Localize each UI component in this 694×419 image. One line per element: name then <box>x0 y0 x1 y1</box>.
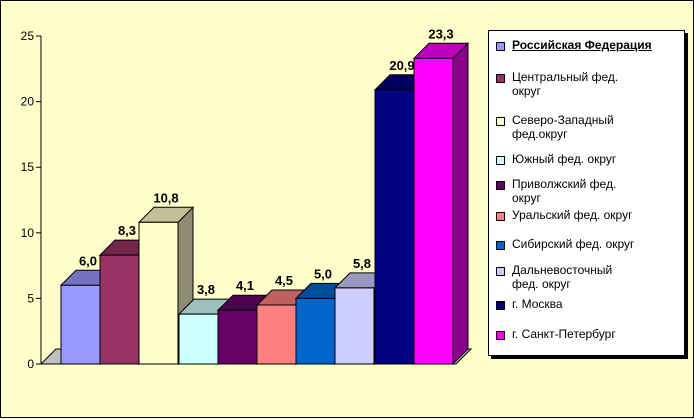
legend-label: Приволжский фед. округ <box>512 177 617 205</box>
legend-swatch <box>496 42 505 51</box>
legend-label: Дальневосточный фед. округ <box>512 263 613 291</box>
legend-label: Уральский фед. округ <box>512 208 633 222</box>
legend-swatch <box>496 74 505 83</box>
legend-label: Сибирский фед. округ <box>512 237 635 251</box>
bar <box>256 304 297 365</box>
legend-label: г. Москва <box>512 297 563 311</box>
data-label: 4,5 <box>275 273 293 288</box>
y-tick-label: 25 <box>21 29 35 43</box>
data-label: 5,8 <box>353 256 371 271</box>
y-tick-label: 0 <box>27 357 34 371</box>
data-label: 5,0 <box>314 266 332 281</box>
bar <box>295 297 336 365</box>
y-tick-label: 20 <box>21 95 35 109</box>
legend-swatch <box>496 212 505 221</box>
bar <box>178 313 219 365</box>
legend-swatch <box>496 117 505 126</box>
bar <box>99 254 140 365</box>
legend-swatch <box>496 156 505 165</box>
bar <box>217 309 258 365</box>
data-label: 10,8 <box>153 190 178 205</box>
bar <box>138 221 179 365</box>
legend-swatch <box>496 267 505 276</box>
legend-swatch <box>496 331 505 340</box>
bar <box>60 284 101 365</box>
bar-side <box>452 42 469 366</box>
bar <box>374 89 415 365</box>
legend-label: Центральный фед. округ <box>512 70 619 98</box>
legend-swatch <box>496 241 505 250</box>
data-label: 20,9 <box>389 58 414 73</box>
data-label: 4,1 <box>236 278 254 293</box>
data-label: 6,0 <box>79 253 97 268</box>
legend-label: Южный фед. округ <box>512 152 617 166</box>
y-tick-label: 10 <box>21 226 35 240</box>
legend-swatch <box>496 301 505 310</box>
data-label: 8,3 <box>118 223 136 238</box>
chart-legend: Российская Федерация Центральный фед. окр… <box>488 30 685 356</box>
data-label: 23,3 <box>428 26 453 41</box>
legend-swatch <box>496 181 505 190</box>
bar <box>413 57 454 365</box>
legend-label: Российская Федерация <box>512 38 652 52</box>
bar <box>334 287 375 365</box>
legend-label: Северо-Западный фед.округ <box>512 113 614 141</box>
data-label: 3,8 <box>197 282 215 297</box>
y-tick-label: 15 <box>21 160 35 174</box>
legend-label: г. Санкт-Петербург <box>512 327 616 341</box>
y-tick-label: 5 <box>27 291 34 305</box>
